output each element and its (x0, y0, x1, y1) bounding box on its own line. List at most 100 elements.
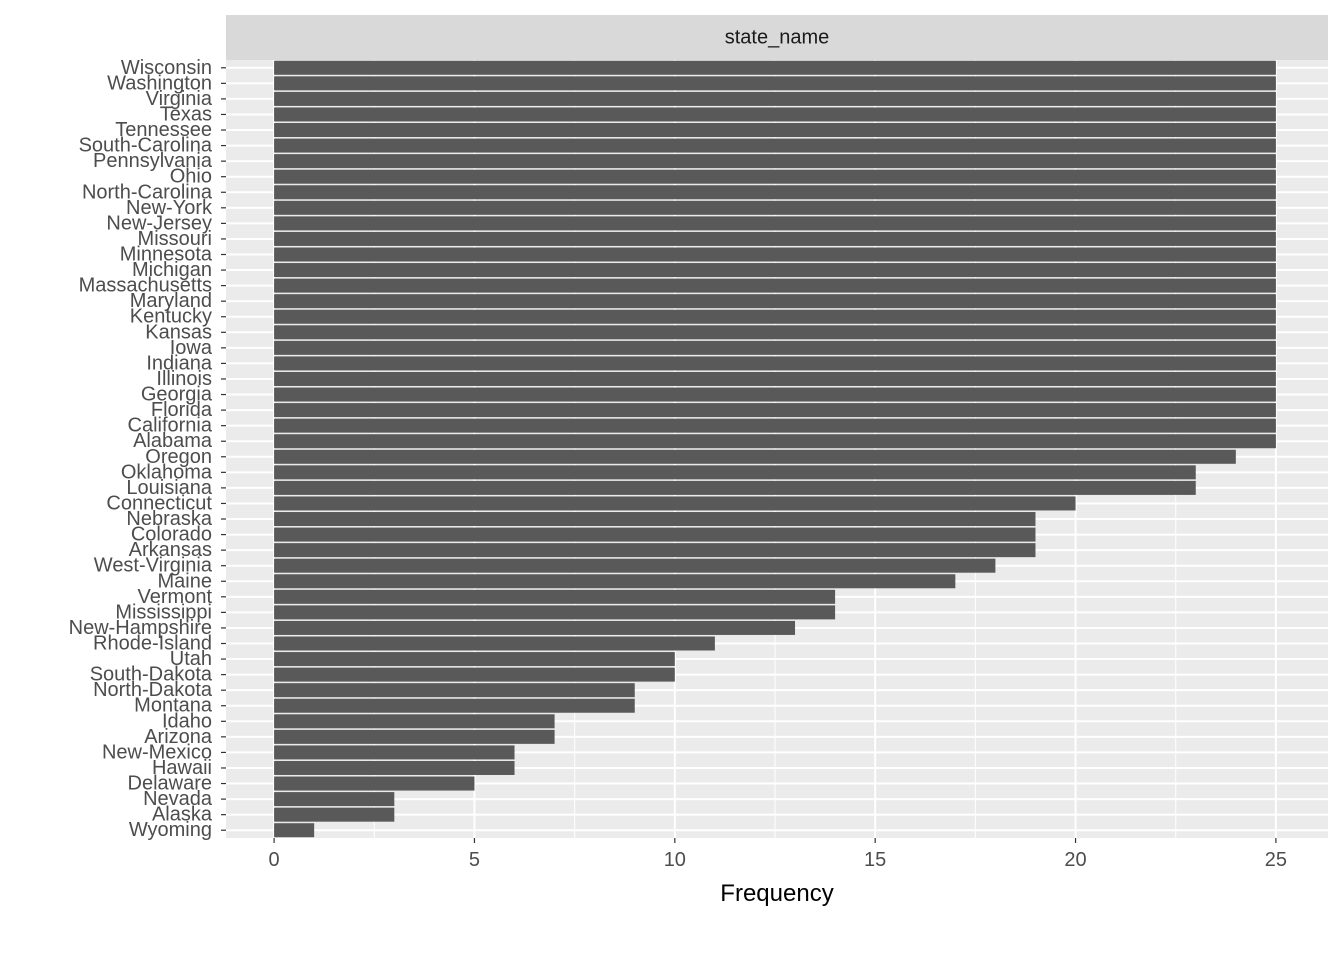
y-tick-label: Oklahoma (121, 461, 213, 483)
y-tick-label: Alaska (152, 804, 213, 826)
y-tick-label: Utah (170, 648, 212, 670)
y-tick-label: South-Dakota (90, 664, 213, 686)
y-tick-label: Indiana (146, 352, 212, 374)
y-tick-label: Georgia (141, 384, 213, 406)
y-tick-label: Minnesota (120, 244, 213, 266)
x-axis-title: Frequency (720, 880, 833, 907)
bar (274, 403, 1276, 418)
bar (274, 185, 1276, 200)
y-tick-label: Colorado (131, 524, 212, 546)
y-tick-label: Tennessee (115, 119, 212, 141)
y-tick-label: Nebraska (126, 508, 212, 530)
y-tick-label: Montana (134, 695, 213, 717)
bar (274, 465, 1196, 480)
y-tick-label: Vermont (138, 586, 213, 608)
bar (274, 480, 1196, 495)
bar (274, 294, 1276, 309)
bar (274, 574, 956, 589)
bar (274, 154, 1276, 169)
bar (274, 263, 1276, 278)
bar (274, 138, 1276, 153)
y-tick-label: New-Jersey (106, 212, 212, 234)
bar (274, 418, 1276, 433)
y-tick-label: Hawaii (152, 757, 212, 779)
bar (274, 325, 1276, 340)
y-tick-label: North-Carolina (82, 181, 213, 203)
bar (274, 760, 515, 775)
bar (274, 792, 395, 807)
y-tick-label: Alabama (133, 430, 213, 452)
bar (274, 605, 836, 620)
bar (274, 683, 635, 698)
y-tick-label: Connecticut (106, 492, 212, 514)
bar (274, 823, 315, 838)
y-tick-label: Louisiana (126, 477, 213, 499)
bar (274, 745, 515, 760)
y-tick-label: New-Hampshire (69, 617, 212, 639)
y-tick-label: Mississippi (115, 601, 212, 623)
y-tick-label: Washington (107, 72, 212, 94)
bar (274, 60, 1276, 75)
y-tick-label: Pennsylvania (93, 150, 213, 172)
bar (274, 169, 1276, 184)
bar (274, 558, 996, 573)
y-tick-label: Texas (160, 103, 212, 125)
x-tick-label: 25 (1265, 849, 1287, 871)
bar (274, 200, 1276, 215)
y-tick-label: Maine (158, 570, 212, 592)
bar (274, 278, 1276, 293)
x-axis: 0 5 10 15 20 25 (269, 838, 1287, 871)
facet-strip-background (226, 15, 1328, 60)
y-axis: WisconsinWashingtonVirginiaTexasTennesse… (69, 57, 226, 841)
y-tick-label: Wisconsin (121, 57, 212, 79)
y-tick-label: Maryland (130, 290, 212, 312)
y-tick-label: Florida (151, 399, 213, 421)
bar (274, 652, 675, 667)
y-tick-label: Idaho (162, 710, 212, 732)
bar (274, 247, 1276, 262)
bar (274, 91, 1276, 106)
y-tick-label: Missouri (138, 228, 212, 250)
x-tick-label: 5 (469, 849, 480, 871)
bar (274, 434, 1276, 449)
bars (274, 60, 1276, 838)
y-tick-label: West-Virginia (94, 555, 213, 577)
y-tick-label: Nevada (143, 788, 213, 810)
y-tick-label: Arizona (144, 726, 213, 748)
y-tick-label: South-Carolina (79, 135, 213, 157)
y-tick-label: Kansas (145, 321, 212, 343)
y-tick-label: Massachusetts (79, 275, 212, 297)
bar (274, 371, 1276, 386)
bar (274, 340, 1276, 355)
bar (274, 76, 1276, 91)
y-tick-label: Wyoming (129, 819, 212, 841)
bar (274, 807, 395, 822)
bar (274, 729, 555, 744)
bar (274, 309, 1276, 324)
y-tick-label: California (128, 415, 213, 437)
bar (274, 698, 635, 713)
y-tick-label: Virginia (146, 88, 213, 110)
y-tick-label: Oregon (145, 446, 212, 468)
x-tick-label: 15 (864, 849, 886, 871)
bar (274, 620, 796, 635)
x-tick-label: 10 (664, 849, 686, 871)
y-tick-label: New-Mexico (102, 741, 212, 763)
bar (274, 512, 1036, 527)
y-tick-label: Michigan (132, 259, 212, 281)
y-tick-label: North-Dakota (93, 679, 213, 701)
bar (274, 714, 555, 729)
x-tick-label: 20 (1064, 849, 1086, 871)
bar (274, 527, 1036, 542)
bar (274, 667, 675, 682)
bar (274, 231, 1276, 246)
y-tick-label: Kentucky (130, 306, 212, 328)
bar (274, 496, 1076, 511)
bar (274, 216, 1276, 231)
bar (274, 387, 1276, 402)
facet-strip: state_name (226, 15, 1328, 60)
bar (274, 123, 1276, 138)
bar (274, 543, 1036, 558)
y-tick-label: Arkansas (129, 539, 212, 561)
